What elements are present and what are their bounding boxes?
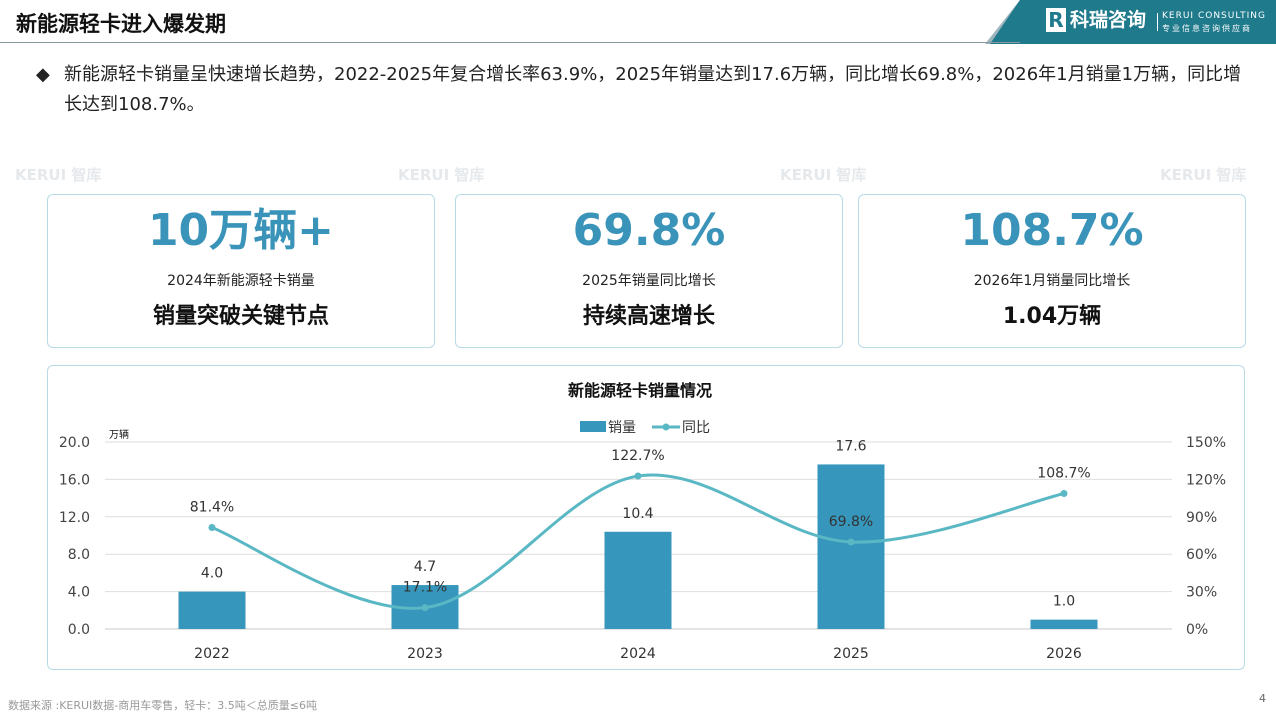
kpi-highlight: 持续高速增长 [582,304,715,329]
bar-sales-2025 [817,464,885,629]
summary-text: 新能源轻卡销量呈快速增长趋势，2022-2025年复合增长率63.9%，2025… [64,64,1242,115]
bar-data-label: 4.7 [414,559,436,575]
kpi-value: 10万辆+ [147,205,335,256]
line-data-label: 69.8% [829,514,873,530]
bar-data-label: 17.6 [835,438,866,454]
bar-sales-2026 [1030,619,1098,629]
y2-tick-label: 0% [1186,622,1208,638]
kpi-card-2026-jan-growth: 108.7% 2026年1月销量同比增长 1.04万辆 [858,194,1246,348]
kpi-value: 108.7% [960,205,1144,256]
x-tick-label: 2022 [194,646,230,662]
yoy-point-2025 [847,538,855,546]
brand-english: KERUI CONSULTING [1162,11,1266,21]
legend-label-yoy: 同比 [682,420,710,436]
chart-title: 新能源轻卡销量情况 [568,381,712,400]
kpi-label: 2024年新能源轻卡销量 [167,273,315,289]
watermark: KERUI 智库 [398,166,485,184]
y-tick-label: 0.0 [68,622,90,638]
yoy-point-2024 [634,472,642,480]
kpi-label: 2026年1月销量同比增长 [973,273,1131,289]
legend-label-sales: 销量 [608,420,636,436]
watermark: KERUI 智库 [15,166,102,184]
bar-data-label: 4.0 [201,566,223,582]
bar-data-label: 1.0 [1053,594,1075,610]
y2-tick-label: 90% [1186,510,1217,526]
brand-logo-icon: R [1046,8,1066,32]
x-tick-label: 2024 [620,646,656,662]
y2-tick-label: 30% [1186,585,1217,601]
y2-tick-label: 120% [1186,472,1226,488]
legend-bar-swatch [580,421,606,432]
line-data-label: 81.4% [190,500,234,516]
data-source-note: 数据来源 :KERUI数据-商用车零售，轻卡：3.5吨＜总质量≤6吨 [8,699,317,712]
brand-tagline: 专业信息咨询供应商 [1162,24,1252,33]
yoy-point-2022 [208,524,216,532]
yoy-point-2023 [421,604,429,612]
watermark: KERUI 智库 [780,166,867,184]
y-tick-label: 20.0 [59,435,90,451]
diamond-bullet-icon: ◆ [36,64,50,85]
page-number: 4 [1259,692,1266,705]
y-axis-unit: 万辆 [109,428,129,441]
kpi-card-2025-growth: 69.8% 2025年销量同比增长 持续高速增长 [455,194,843,348]
bar-data-label: 10.4 [622,506,653,522]
bar-sales-2024 [604,531,672,629]
kpi-highlight: 销量突破关键节点 [152,304,329,329]
kpi-label: 2025年销量同比增长 [582,273,716,289]
y-tick-label: 12.0 [59,510,90,526]
x-tick-label: 2023 [407,646,443,662]
line-data-label: 108.7% [1037,465,1090,481]
y2-tick-label: 60% [1186,547,1217,563]
line-data-label: 122.7% [611,448,664,464]
bar-sales-2022 [178,591,246,629]
y2-tick-label: 150% [1186,435,1226,451]
legend-line-marker [662,423,670,431]
kpi-value: 69.8% [572,205,726,256]
y-tick-label: 8.0 [68,547,90,563]
chart-panel [47,365,1245,670]
kpi-card-2024-sales: 10万辆+ 2024年新能源轻卡销量 销量突破关键节点 [47,194,435,348]
brand-divider [1157,13,1158,31]
title-divider [0,42,1020,43]
summary-bullet: ◆ 新能源轻卡销量呈快速增长趋势，2022-2025年复合增长率63.9%，20… [36,60,1246,120]
line-data-label: 17.1% [403,580,447,596]
brand-banner [990,0,1276,44]
kpi-highlight: 1.04万辆 [1002,304,1102,329]
x-tick-label: 2026 [1046,646,1082,662]
y-tick-label: 16.0 [59,472,90,488]
y-tick-label: 4.0 [68,585,90,601]
yoy-point-2026 [1060,489,1068,497]
page-title: 新能源轻卡进入爆发期 [16,12,226,36]
x-tick-label: 2025 [833,646,869,662]
watermark: KERUI 智库 [1160,166,1247,184]
brand-name: 科瑞咨询 [1070,9,1147,31]
